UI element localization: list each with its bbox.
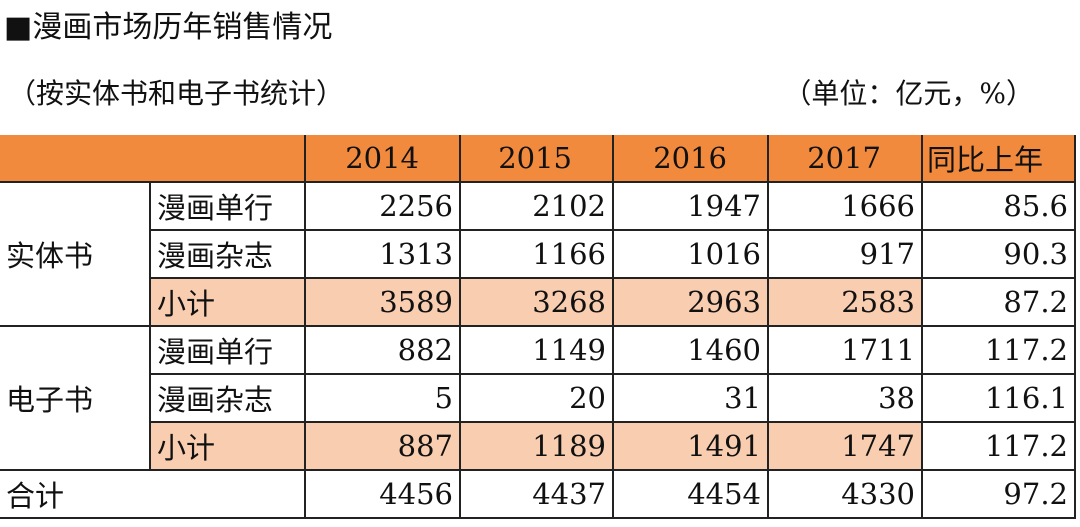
value-cell: 1491 [612,421,769,471]
value-cell: 1711 [767,325,923,375]
data-row: 漫画杂志 5 20 31 38 116.1 [0,373,1076,423]
value-cell: 1313 [304,229,461,279]
value-cell: 2963 [612,277,769,327]
data-row: 电子书 漫画单行 882 1149 1460 1711 117.2 [0,325,1076,471]
row-label: 漫画单行 [149,325,306,375]
value-cell: 117.2 [921,421,1076,471]
header-cell [0,135,306,183]
value-cell: 116.1 [921,373,1076,423]
value-cell: 2256 [304,181,461,231]
value-cell: 3268 [459,277,614,327]
value-cell: 2102 [459,181,614,231]
row-label: 漫画单行 [149,181,306,231]
value-cell: 4437 [459,469,614,519]
data-row: 小计 887 1189 1491 1747 117.2 [0,421,1076,471]
row-label: 小计 [149,421,306,471]
value-cell: 31 [612,373,769,423]
value-cell: 1189 [459,421,614,471]
unit-note: （单位：亿元，%） [783,77,1034,110]
value-cell: 882 [304,325,461,375]
value-cell: 887 [304,421,461,471]
data-row: 小计 3589 3268 2963 2583 87.2 [0,277,1076,327]
value-cell: 917 [767,229,923,279]
value-cell: 85.6 [921,181,1076,231]
value-cell: 1947 [612,181,769,231]
data-row: 实体书 漫画单行 2256 2102 1947 1666 85.6 [0,181,1076,327]
value-cell: 3589 [304,277,461,327]
row-label: 小计 [149,277,306,327]
header-cell: 2017 [767,135,923,183]
value-cell: 4454 [612,469,769,519]
value-cell: 38 [767,373,923,423]
value-cell: 1016 [612,229,769,279]
value-cell: 87.2 [921,277,1076,327]
value-cell: 20 [459,373,614,423]
value-cell: 1666 [767,181,923,231]
value-cell: 97.2 [921,469,1076,519]
value-cell: 1149 [459,325,614,375]
value-cell: 1166 [459,229,614,279]
group-label: 实体书 [0,181,151,327]
sales-table: 2014 2015 2016 2017 同比上年 实体书 漫画单行 2256 2102 1947 1… [0,135,1076,519]
value-cell: 90.3 [921,229,1076,279]
row-label: 漫画杂志 [149,373,306,423]
header-row: 2014 2015 2016 2017 同比上年 [0,135,1076,183]
value-cell: 117.2 [921,325,1076,375]
header-cell: 2016 [612,135,769,183]
group-label: 电子书 [0,325,151,471]
value-cell: 4456 [304,469,461,519]
value-cell: 1747 [767,421,923,471]
value-cell: 4330 [767,469,923,519]
subtitle: （按实体书和电子书统计） [8,77,345,110]
total-row: 合计 4456 4437 4454 4330 97.2 [0,469,1076,519]
value-cell: 5 [304,373,461,423]
header-cell: 同比上年 [921,135,1076,183]
row-label: 漫画杂志 [149,229,306,279]
total-label: 合计 [0,469,306,519]
header-cell: 2015 [459,135,614,183]
value-cell: 2583 [767,277,923,327]
data-row: 漫画杂志 1313 1166 1016 917 90.3 [0,229,1076,279]
title: ■漫画市场历年销售情况 [4,10,333,45]
header-cell: 2014 [304,135,461,183]
value-cell: 1460 [612,325,769,375]
